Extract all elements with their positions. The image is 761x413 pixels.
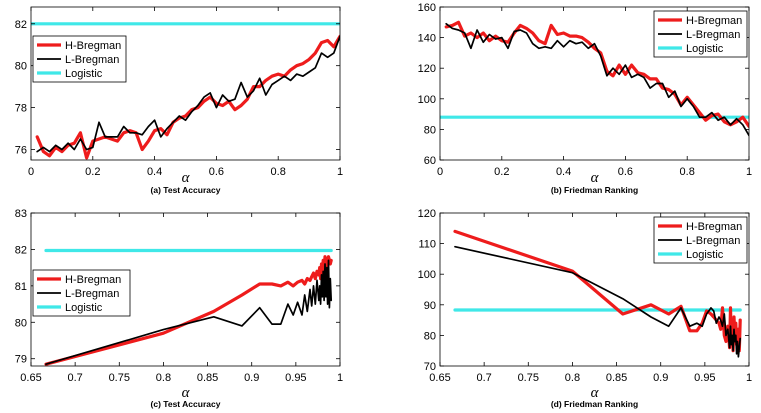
axes-frame: [30, 212, 341, 367]
x-axis-label: α: [182, 170, 191, 186]
x-tick-label: 0.75: [109, 372, 130, 384]
x-tick-label: 0.85: [606, 372, 627, 384]
x-tick-label: 0.8: [271, 166, 286, 178]
legend: H-Bregman L-Bregman Logistic: [653, 216, 748, 264]
y-tick-label: 82: [15, 244, 27, 256]
y-tick-label: 83: [15, 208, 27, 220]
x-tick-label: 0.2: [494, 166, 509, 178]
legend-label: H-Bregman: [65, 40, 121, 52]
legend-label: Logistic: [65, 302, 103, 314]
legend-label: H-Bregman: [686, 15, 742, 27]
y-tick-label: 76: [15, 145, 27, 157]
chart-0: 0 0.2 0.4 0.6 0.8 1 76 78 80 82 α(a) Test Accuracy…: [15, 6, 343, 195]
x-tick-label: 0.95: [694, 372, 715, 384]
y-tick-label: 100: [418, 94, 436, 106]
series-group: [44, 248, 333, 366]
series-line-l-bregman: [36, 35, 340, 153]
series-line-h-bregman: [44, 255, 333, 366]
axes-frame: [30, 6, 341, 161]
y-tick-label: 82: [15, 19, 27, 31]
axes-frame: [439, 6, 750, 161]
legend-label: H-Bregman: [65, 274, 121, 286]
axes-frame: [439, 212, 750, 367]
y-tick-label: 70: [424, 361, 436, 373]
y-tick-label: 80: [15, 317, 27, 329]
x-tick-label: 0.85: [197, 372, 218, 384]
legend: H-Bregman L-Bregman Logistic: [653, 10, 748, 58]
chart-caption: (d) Friedman Ranking: [551, 399, 638, 409]
x-tick-label: 0.9: [653, 372, 668, 384]
y-tick-label: 120: [418, 208, 436, 220]
x-tick-label: 0.7: [476, 372, 491, 384]
series-line-l-bregman: [454, 245, 742, 358]
x-tick-label: 1: [337, 372, 343, 384]
x-tick-label: 1: [746, 372, 752, 384]
series-line-l-bregman: [445, 22, 749, 137]
x-tick-label: 0.8: [680, 166, 695, 178]
x-tick-label: 0.75: [518, 372, 539, 384]
y-tick-label: 78: [15, 103, 27, 115]
chart-3: 0.65 0.7 0.75 0.8 0.85 0.9 0.95 1 70 80 90 100 110 12…: [418, 208, 752, 409]
x-tick-label: 0.2: [85, 166, 100, 178]
chart-2: 0.65 0.7 0.75 0.8 0.85 0.9 0.95 1 79 80 81 82 83 α(c)…: [15, 208, 343, 409]
y-tick-label: 80: [424, 330, 436, 342]
series-group: [31, 22, 340, 160]
x-tick-label: 0.4: [556, 166, 571, 178]
x-tick-label: 0.4: [147, 166, 162, 178]
y-tick-label: 110: [418, 239, 436, 251]
x-tick-label: 0.95: [285, 372, 306, 384]
y-tick-label: 160: [418, 2, 436, 14]
y-tick-label: 80: [15, 61, 27, 73]
legend: H-Bregman L-Bregman Logistic: [32, 35, 127, 83]
legend-label: L-Bregman: [65, 288, 119, 300]
x-tick-label: 0.8: [156, 372, 171, 384]
legend-label: Logistic: [65, 68, 103, 80]
series-line-l-bregman: [45, 259, 333, 366]
x-tick-label: 1: [746, 166, 752, 178]
legend: H-Bregman L-Bregman Logistic: [32, 269, 131, 317]
y-tick-label: 80: [424, 124, 436, 136]
x-axis-label: α: [591, 170, 600, 186]
y-tick-label: 120: [418, 63, 436, 75]
x-tick-label: 0.9: [244, 372, 259, 384]
x-tick-label: 0.6: [618, 166, 633, 178]
x-tick-label: 0.7: [67, 372, 82, 384]
chart-caption: (a) Test Accuracy: [151, 185, 221, 195]
y-tick-label: 60: [424, 155, 436, 167]
legend-label: Logistic: [686, 43, 724, 55]
chart-caption: (c) Test Accuracy: [151, 399, 221, 409]
y-tick-label: 100: [418, 269, 436, 281]
series-group: [440, 20, 749, 137]
y-tick-label: 79: [15, 354, 27, 366]
x-tick-label: 0: [28, 166, 34, 178]
x-axis-label: α: [591, 385, 600, 401]
y-tick-label: 90: [424, 300, 436, 312]
legend-label: H-Bregman: [686, 221, 742, 233]
legend-label: Logistic: [686, 249, 724, 261]
legend-label: L-Bregman: [686, 235, 740, 247]
series-line-h-bregman: [35, 34, 340, 160]
x-tick-label: 0.65: [429, 372, 450, 384]
x-axis-label: α: [182, 385, 191, 401]
x-tick-label: 1: [337, 166, 343, 178]
x-tick-label: 0.65: [20, 372, 41, 384]
legend-label: L-Bregman: [65, 54, 119, 66]
y-tick-label: 81: [15, 281, 27, 293]
x-tick-label: 0.6: [209, 166, 224, 178]
chart-caption: (b) Friedman Ranking: [551, 185, 638, 195]
x-tick-label: 0: [437, 166, 443, 178]
x-tick-label: 0.8: [565, 372, 580, 384]
y-tick-label: 140: [418, 33, 436, 45]
legend-label: L-Bregman: [686, 29, 740, 41]
series-group: [453, 229, 742, 358]
